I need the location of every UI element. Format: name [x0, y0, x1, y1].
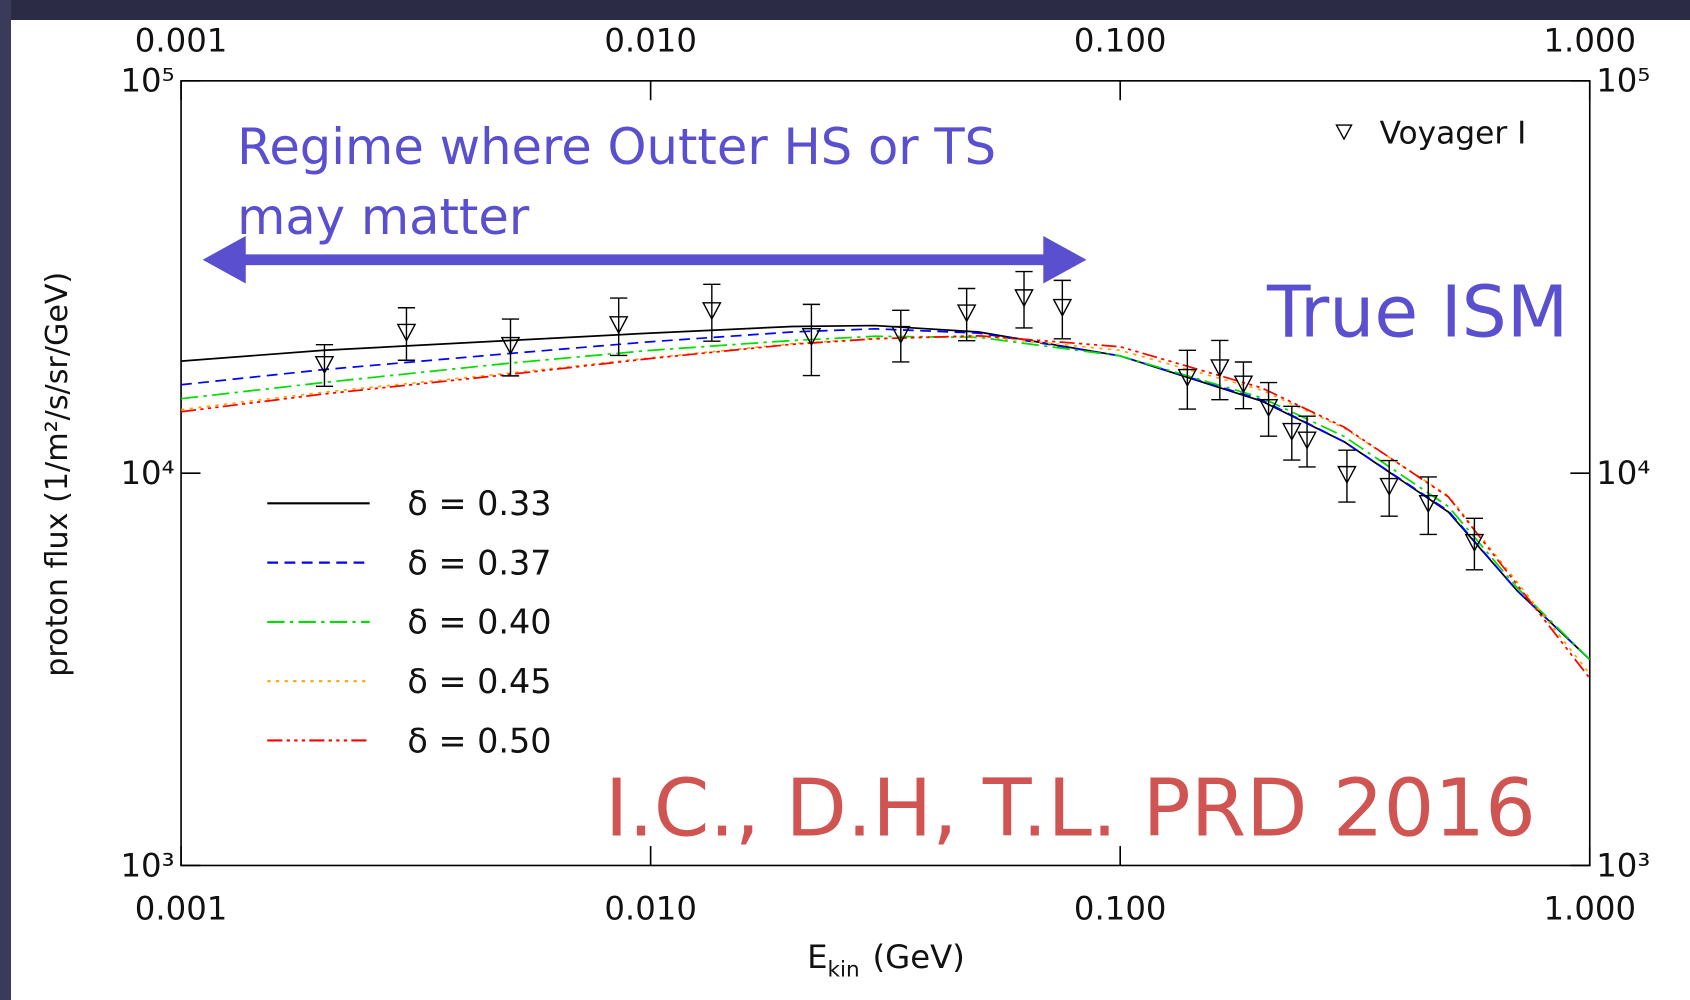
legend-label: δ = 0.50	[407, 721, 551, 760]
arrow-head-right	[1043, 236, 1087, 284]
x-tick-label-top: 0.100	[1074, 22, 1167, 60]
series-line	[181, 327, 1590, 661]
y-tick-label-right: 10⁵	[1596, 62, 1650, 100]
error-bar	[1283, 405, 1301, 461]
data-point	[1014, 289, 1034, 308]
plot: Regime where Outter HS or TS may matter …	[40, 22, 1651, 983]
legend-label: δ = 0.40	[407, 603, 551, 642]
series-line	[181, 335, 1590, 661]
data-point	[1464, 533, 1485, 553]
error-bar	[892, 309, 910, 363]
data-point	[956, 304, 977, 323]
legend-label: δ = 0.37	[407, 543, 551, 582]
arrow-shaft	[237, 254, 1052, 266]
data-point	[1210, 359, 1230, 378]
x-tick-label: 0.010	[604, 889, 697, 927]
series-line	[181, 335, 1590, 675]
data-point	[314, 355, 335, 375]
regime-arrow	[202, 236, 1087, 284]
series-line	[181, 334, 1590, 679]
x-label-unit: (GeV)	[873, 938, 965, 976]
data-point	[608, 316, 629, 335]
x-tick-label-top: 1.000	[1543, 22, 1636, 60]
annotation-regime: may matter	[237, 188, 530, 246]
error-bar	[958, 287, 976, 342]
error-bar	[315, 344, 334, 387]
error-bar	[703, 283, 721, 342]
series-line	[181, 324, 1590, 661]
y-tick-label: 10³	[120, 846, 174, 884]
data-point	[396, 323, 417, 343]
x-tick-label-top: 0.010	[604, 22, 697, 60]
error-bar	[1234, 361, 1253, 410]
error-bar	[1298, 415, 1316, 468]
annotation-true-ism: True ISM	[1266, 270, 1568, 353]
data-point	[1379, 477, 1399, 497]
data-point	[702, 302, 722, 321]
legend-marker	[1335, 124, 1353, 141]
x-axis-label: Ekin (GeV)	[807, 938, 965, 983]
data-point	[1337, 465, 1357, 485]
x-label-main: E	[807, 938, 827, 976]
data-point	[1418, 495, 1439, 514]
x-tick-label-top: 0.001	[135, 22, 228, 60]
y-tick-label: 10⁵	[120, 62, 174, 100]
error-bar	[1015, 270, 1033, 329]
error-bar	[1380, 459, 1398, 517]
error-bar	[501, 318, 520, 377]
y-axis-label: proton flux (1/m²/s/sr/GeV)	[40, 272, 75, 677]
data-point	[1177, 368, 1198, 388]
data-point	[801, 328, 822, 347]
error-bar	[397, 307, 416, 361]
slide-border-left	[0, 0, 11, 1000]
error-bar	[610, 297, 628, 357]
error-bar	[1053, 279, 1071, 340]
data-point	[1297, 431, 1317, 450]
legend-label: δ = 0.33	[407, 484, 551, 523]
error-bar	[1211, 339, 1229, 401]
y-tick-label-right: 10³	[1596, 846, 1650, 884]
legend-label: δ = 0.45	[407, 662, 551, 701]
error-bar	[1259, 381, 1278, 437]
error-bar	[1178, 349, 1196, 410]
x-tick-label: 0.100	[1074, 889, 1167, 927]
error-bar	[1465, 517, 1484, 571]
error-bar	[1419, 476, 1437, 536]
data-point	[891, 325, 911, 345]
annotation-regime: Regime where Outter HS or TS	[237, 118, 996, 176]
y-tick-label: 10⁴	[120, 454, 174, 492]
slide-border-top	[0, 0, 1690, 20]
data-point	[1233, 375, 1254, 394]
x-tick-label: 1.000	[1543, 889, 1636, 927]
legend-label: Voyager I	[1380, 115, 1527, 151]
x-tick-label: 0.001	[135, 889, 228, 927]
arrow-head-left	[202, 236, 246, 284]
error-bar	[802, 303, 821, 377]
error-bar	[1338, 449, 1356, 503]
y-tick-label-right: 10⁴	[1596, 454, 1650, 492]
data-point	[1052, 298, 1073, 318]
x-label-sub: kin	[828, 957, 860, 982]
data-point	[500, 336, 521, 356]
data-point	[1282, 422, 1302, 442]
data-point	[1258, 399, 1279, 418]
annotation-citation: I.C., D.H, T.L. PRD 2016	[605, 761, 1536, 854]
